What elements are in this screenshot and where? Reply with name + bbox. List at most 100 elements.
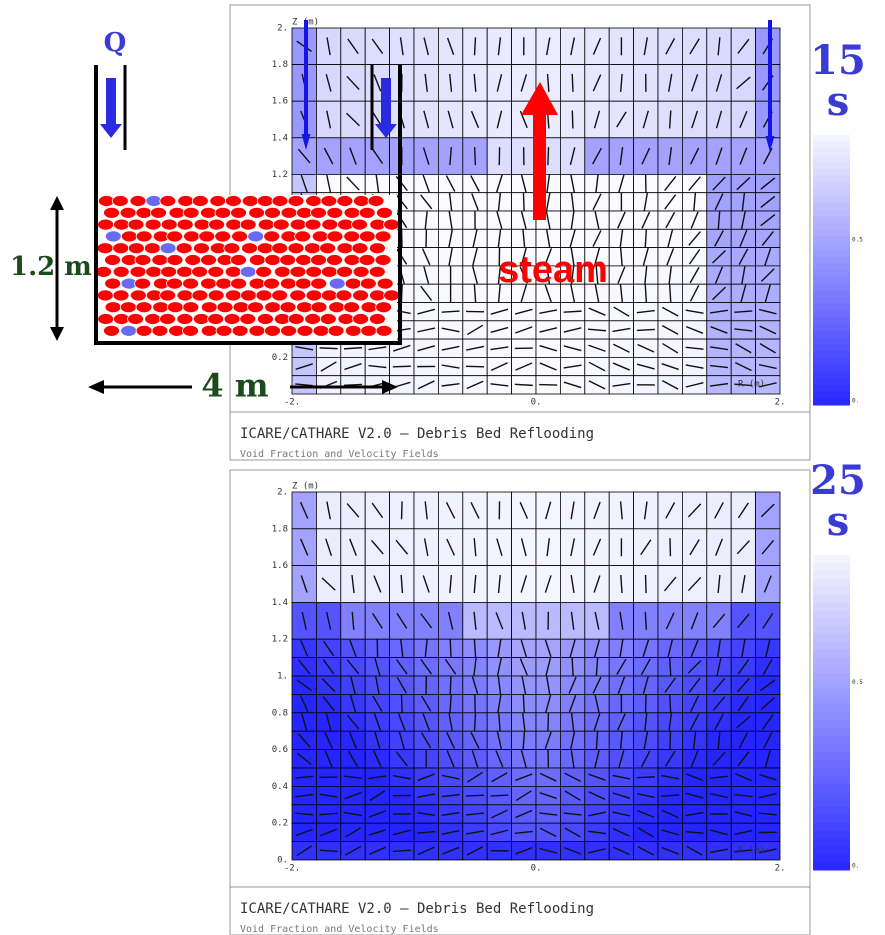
velocity-vector — [465, 794, 485, 797]
velocity-vector — [641, 147, 651, 165]
colorbar-band — [813, 330, 850, 338]
debris-particle — [375, 324, 393, 337]
velocity-vector — [636, 363, 655, 370]
velocity-vector — [446, 37, 455, 56]
velocity-vector — [490, 383, 509, 387]
velocity-vector — [760, 503, 775, 518]
colorbar-band — [813, 371, 850, 379]
velocity-vector — [346, 659, 360, 675]
debris-particle — [335, 289, 353, 302]
velocity-vector — [667, 639, 674, 658]
velocity-vector — [544, 639, 552, 658]
velocity-vector — [734, 328, 753, 332]
velocity-vector — [760, 679, 776, 692]
velocity-vector — [762, 658, 773, 675]
width-label: 4 m — [201, 367, 268, 405]
velocity-vector — [588, 811, 606, 817]
velocity-vector — [344, 827, 362, 838]
velocity-vector — [466, 324, 484, 336]
velocity-vector — [495, 750, 504, 768]
velocity-vector — [570, 501, 575, 520]
debris-particle — [241, 195, 259, 207]
velocity-vector — [588, 380, 606, 390]
velocity-vector — [319, 347, 338, 350]
velocity-vector — [587, 830, 607, 835]
debris-particle — [305, 289, 323, 302]
velocity-vector — [687, 503, 702, 518]
debris-particle — [216, 301, 234, 314]
velocity-vector — [570, 575, 575, 593]
debris-particle — [376, 206, 393, 219]
z-tick-label: 1.4 — [272, 133, 288, 143]
debris-particle — [193, 242, 210, 255]
r-tick-label: 2. — [775, 398, 786, 408]
velocity-vector — [569, 229, 576, 248]
overlay: steam Q 1.2 m 4 m — [10, 20, 775, 405]
velocity-vector — [515, 326, 533, 334]
velocity-vector — [709, 382, 729, 387]
velocity-vector — [588, 361, 606, 372]
colorbar-band — [813, 135, 850, 143]
velocity-vector — [348, 731, 358, 749]
velocity-vector — [762, 147, 773, 165]
velocity-vector — [759, 325, 777, 335]
debris-particle — [327, 324, 345, 337]
velocity-vector — [441, 793, 460, 798]
velocity-vector — [319, 793, 338, 798]
dim-head — [88, 380, 104, 394]
debris-particle — [159, 242, 177, 255]
velocity-vector — [758, 308, 777, 315]
velocity-vector — [441, 812, 460, 816]
velocity-vector — [301, 611, 307, 630]
debris-particle — [175, 242, 193, 255]
debris-particle — [263, 230, 281, 243]
debris-particle — [192, 313, 210, 325]
velocity-vector — [563, 345, 582, 352]
colorbar-band — [813, 673, 850, 682]
velocity-vector — [545, 229, 551, 248]
velocity-vector — [616, 658, 627, 675]
debris-particle — [287, 195, 305, 207]
cell — [706, 100, 732, 139]
debris-particle — [103, 324, 120, 337]
velocity-vector — [423, 37, 430, 56]
velocity-vector — [637, 845, 655, 856]
velocity-vector — [545, 501, 552, 520]
velocity-vector — [570, 712, 575, 732]
debris-particle — [271, 289, 289, 302]
velocity-vector — [441, 345, 460, 351]
velocity-vector — [417, 830, 436, 834]
velocity-vector — [490, 326, 509, 334]
debris-particle — [230, 254, 247, 266]
velocity-vector — [570, 284, 576, 303]
inlet-arrow-shaft — [106, 78, 116, 124]
z-tick-label: 2. — [277, 24, 288, 34]
debris-particle — [231, 230, 249, 243]
colorbar-band — [813, 324, 850, 332]
debris-particle — [248, 254, 266, 266]
debris-particle — [159, 289, 177, 302]
velocity-vector — [520, 749, 527, 768]
debris-particle — [152, 301, 170, 314]
velocity-vector — [368, 846, 386, 856]
r-tick-label: -2. — [284, 398, 300, 408]
velocity-vector — [325, 74, 332, 92]
velocity-vector — [417, 811, 436, 817]
velocity-vector — [420, 732, 432, 749]
velocity-vector — [761, 539, 775, 555]
velocity-vector — [690, 750, 699, 768]
velocity-vector — [661, 809, 679, 819]
debris-particle — [215, 324, 233, 337]
debris-particle — [360, 301, 378, 314]
debris-particle — [294, 230, 312, 243]
debris-particle — [223, 313, 241, 325]
velocity-vector — [637, 827, 654, 838]
velocity-vector — [473, 639, 477, 658]
velocity-vector — [612, 327, 631, 333]
velocity-vector — [295, 793, 314, 798]
velocity-vector — [734, 310, 753, 314]
velocity-vector — [690, 612, 699, 630]
debris-particle — [176, 218, 194, 231]
debris-particle — [343, 230, 361, 243]
velocity-vector — [686, 845, 703, 856]
